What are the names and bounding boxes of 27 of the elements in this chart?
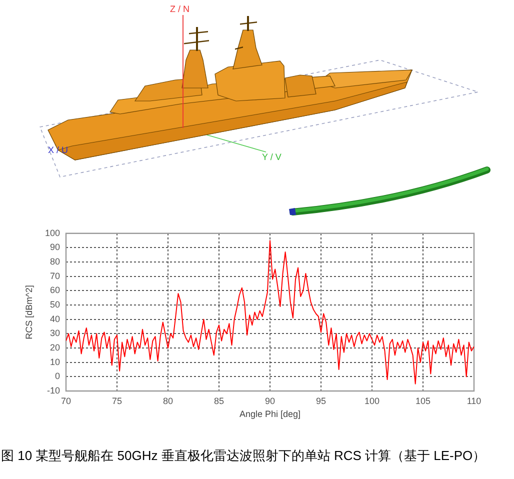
x-tick-label: 105: [415, 396, 431, 406]
y-axis-title: RCS [dBm^2]: [24, 285, 34, 340]
x-tick-label: 85: [214, 396, 224, 406]
y-tick-label: 70: [50, 270, 60, 281]
text: Y / V: [262, 152, 282, 162]
y-tick-label: -10: [46, 385, 60, 396]
y-tick-label: 30: [50, 328, 60, 338]
y-tick-label: 80: [50, 256, 60, 267]
y-tick-label: 50: [50, 300, 60, 310]
y-tick-label: 40: [50, 314, 60, 324]
y-tick-label: 60: [50, 285, 60, 296]
y-tick-label: 0: [54, 371, 60, 382]
x-tick-label: 75: [112, 396, 122, 406]
x-axis-title: Angle Phi [deg]: [239, 409, 301, 420]
caption: 图 10 某型号舰船在 50GHz 垂直极化雷达波照射下的单站 RCS 计算（基于 LE-PO）: [1, 448, 486, 464]
x-tick-label: 100: [364, 396, 380, 406]
x-tick-label: 90: [264, 396, 276, 406]
x-tick-label: 70: [60, 396, 72, 406]
y-tick-label: 100: [44, 228, 60, 238]
y-tick-label: 10: [50, 356, 60, 367]
x-tick-label: 110: [466, 396, 482, 406]
y-tick-label: 90: [50, 242, 60, 252]
y-tick-label: 20: [50, 342, 60, 353]
text: Z / N: [170, 4, 190, 14]
text: X / U: [48, 145, 68, 155]
x-tick-label: 95: [316, 396, 326, 406]
x-tick-label: 80: [162, 396, 174, 406]
